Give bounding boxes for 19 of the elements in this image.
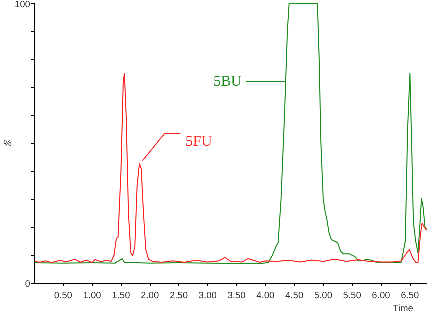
x-tick-label: 3.50 (228, 290, 246, 300)
annotation: 5BU (214, 74, 242, 90)
y-tick-label: 100 (14, 0, 31, 10)
annotation: 5FU (186, 134, 213, 150)
x-tick-label: 3.00 (198, 290, 217, 300)
x-tick-label: 2.00 (141, 290, 160, 300)
x-tick-label: 1.00 (83, 290, 102, 300)
x-axis-title: Time (393, 304, 414, 314)
x-tick-label: 0.50 (54, 290, 72, 300)
x-tick-label: 2.50 (170, 290, 188, 300)
x-tick-label: 4.00 (256, 290, 275, 300)
y-axis-title: % (4, 138, 12, 148)
x-tick-label: 6.50 (401, 290, 420, 300)
x-tick-label: 5.50 (343, 290, 362, 300)
x-tick-label: 5.00 (314, 290, 333, 300)
x-tick-label: 1.50 (112, 290, 130, 300)
x-tick-label: 6.00 (372, 290, 390, 300)
x-tick-label: 4.50 (285, 290, 304, 300)
y-tick-label: 0 (25, 279, 31, 289)
